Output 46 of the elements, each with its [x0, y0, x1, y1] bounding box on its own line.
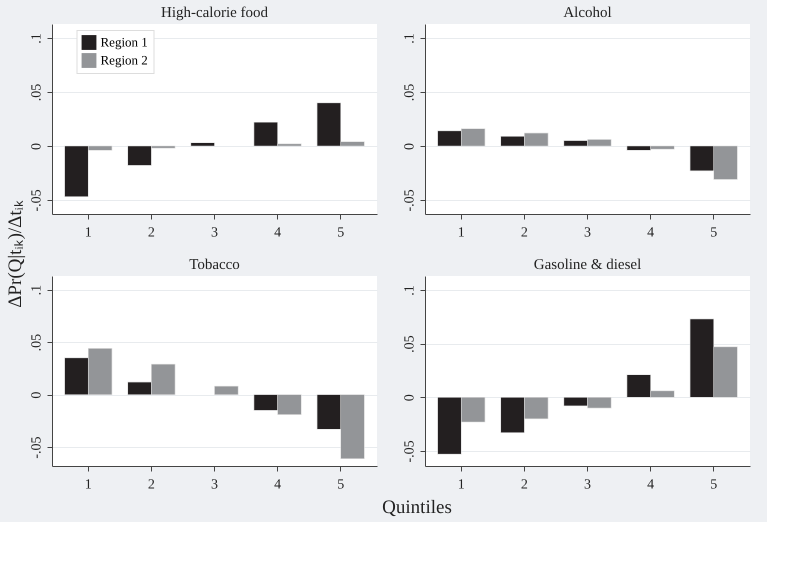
x-tick-label: 5: [337, 226, 344, 240]
y-tick-label: -.05: [30, 189, 44, 212]
chart-title: Gasoline & diesel: [534, 257, 642, 273]
x-tick-label: 5: [337, 478, 344, 492]
y-tick-label: .1: [402, 33, 418, 44]
x-tick-label: 4: [274, 478, 282, 492]
x-tick-label: 4: [647, 226, 654, 240]
x-tick-label: 2: [148, 226, 155, 240]
y-tick-label: 0: [30, 392, 44, 399]
chart-title: High-calorie food: [160, 5, 269, 21]
x-tick-label: 4: [647, 478, 654, 492]
y-tick-label: 0: [402, 394, 418, 402]
x-tick-label: 1: [458, 226, 465, 240]
y-tick-label: .1: [402, 285, 418, 296]
y-tick-label: -.05: [402, 189, 418, 212]
y-tick-label: .05: [402, 84, 418, 102]
x-tick-label: 2: [148, 478, 155, 492]
x-tick-label: 1: [84, 478, 92, 492]
x-tick-label: 3: [211, 226, 218, 240]
x-tick-label: 4: [274, 226, 282, 240]
chart-title: Tobacco: [189, 257, 240, 273]
x-tick-label: 3: [211, 478, 218, 492]
x-tick-label: 1: [458, 478, 465, 492]
legend-label: Region 2: [100, 52, 148, 68]
y-tick-label: 0: [402, 142, 418, 150]
bar: [190, 142, 215, 146]
x-tick-label: 1: [84, 226, 92, 240]
y-tick-label: .1: [30, 33, 44, 44]
y-tick-label: .05: [30, 334, 44, 352]
bar: [214, 386, 238, 395]
x-tick-label: 5: [710, 226, 718, 240]
y-tick-label: .05: [402, 335, 418, 353]
y-tick-label: .05: [30, 84, 44, 102]
legend-label: Region 1: [100, 34, 148, 50]
y-tick-label: -.05: [30, 436, 44, 459]
x-tick-label: 2: [520, 478, 528, 492]
y-tick-label: .1: [30, 284, 44, 296]
x-axis-title: Quintiles: [382, 497, 452, 518]
x-tick-label: 3: [584, 478, 591, 492]
y-tick-label: 0: [30, 142, 44, 150]
x-tick-label: 3: [584, 226, 591, 240]
x-tick-label: 2: [520, 226, 528, 240]
x-tick-label: 5: [710, 478, 718, 492]
y-tick-label: -.05: [402, 440, 418, 463]
y-axis-title: ΔPr(Q|tᵢₖ)/Δtᵢₖ: [5, 200, 26, 308]
chart-title: Alcohol: [563, 5, 612, 21]
